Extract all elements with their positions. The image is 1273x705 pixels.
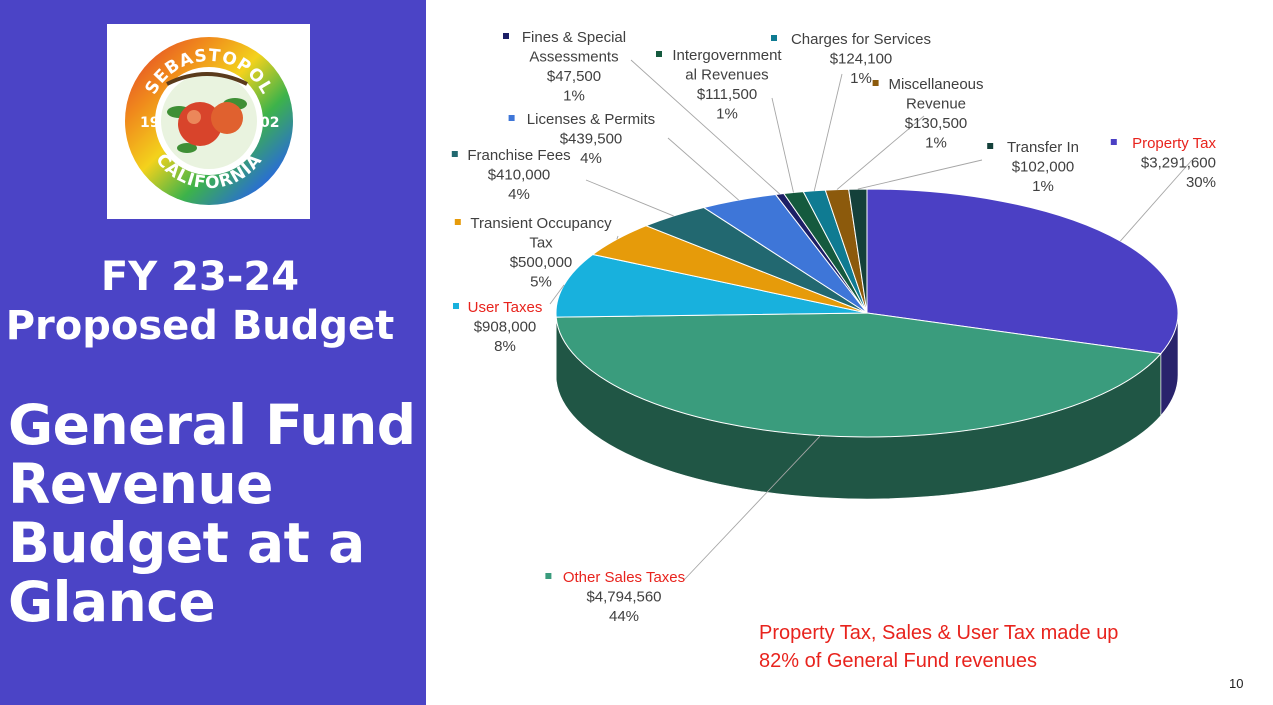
pie-slice xyxy=(555,253,868,318)
slice-label-amount: $124,100 xyxy=(830,51,893,68)
slice-label: Franchise Fees $410,000 4% xyxy=(467,147,570,203)
leader-line xyxy=(683,435,821,581)
pie-slices xyxy=(555,188,1179,438)
leader-line xyxy=(836,115,925,190)
leader-line xyxy=(616,235,619,240)
seal-year-left: 19 xyxy=(140,115,159,131)
pie-slice xyxy=(866,188,1179,355)
slice-label: Other Sales Taxes $4,794,560 44% xyxy=(563,569,685,625)
slice-label-percent: 1% xyxy=(716,106,738,123)
left-panel: SEBASTOPOL CALIFORNIA 19 02 FY 23-24 Pro… xyxy=(0,0,426,705)
slice-label-amount: $111,500 xyxy=(697,86,757,103)
slice-label-amount: $130,500 xyxy=(905,115,968,132)
slice-label-percent: 30% xyxy=(1186,174,1216,191)
leader-line xyxy=(771,97,794,193)
slice-legend-swatch xyxy=(987,143,994,149)
page-title: General Fund Revenue Budget at a Glance xyxy=(8,396,418,632)
slice-legend-swatch xyxy=(656,51,662,57)
slice-legend-swatch xyxy=(503,33,509,39)
leader-line xyxy=(549,284,565,305)
slice-label-percent: 8% xyxy=(494,338,516,355)
slice-label-amount: $3,291,600 xyxy=(1141,155,1216,172)
slice-label-amount: $410,000 xyxy=(488,167,551,184)
page-title-line: Revenue xyxy=(8,452,273,516)
slice-label: Charges for Services $124,100 1% xyxy=(791,31,931,87)
slice-label-name: al Revenues xyxy=(685,67,768,84)
slice-label-name: Licenses & Permits xyxy=(527,111,655,128)
slice-label-percent: 1% xyxy=(1032,178,1054,195)
slice-legend-swatch xyxy=(451,151,458,157)
slice-label-name: Transfer In xyxy=(1007,139,1079,156)
page-title-line: General Fund xyxy=(8,393,416,457)
callout-line2: 82% of General Fund revenues xyxy=(759,650,1037,672)
fy-title-line2: Proposed Budget xyxy=(5,303,395,349)
pie-slice xyxy=(848,188,868,314)
slice-legend-swatch xyxy=(545,573,552,579)
leader-line xyxy=(1120,159,1193,242)
slice-label-percent: 4% xyxy=(508,186,530,203)
slice-label-percent: 1% xyxy=(850,70,872,87)
seal-year-right: 02 xyxy=(260,115,279,131)
slice-label-amount: $102,000 xyxy=(1012,159,1075,176)
leader-line xyxy=(667,137,739,201)
slice-label-name: Revenue xyxy=(906,96,966,113)
slice-labels: Property Tax $3,291,600 30% Other Sales Tax… xyxy=(451,29,1216,625)
slice-label-percent: 1% xyxy=(563,88,585,105)
leader-line xyxy=(813,73,843,191)
slice-label-name: Intergovernment xyxy=(672,47,782,64)
slice-label-name: Transient Occupancy xyxy=(470,215,612,232)
slice-label-percent: 5% xyxy=(530,274,552,291)
slice-label-name: Other Sales Taxes xyxy=(563,569,685,586)
slice-label-name: Miscellaneous xyxy=(888,76,983,93)
slice-label-percent: 4% xyxy=(580,150,602,167)
callout-line1: Property Tax, Sales & User Tax made up xyxy=(759,622,1119,644)
slice-legend-swatch xyxy=(771,35,777,41)
slice-legend-swatch xyxy=(872,80,879,86)
page-title-line: Budget at a xyxy=(8,511,365,575)
leader-line xyxy=(585,179,674,217)
slice-label-name: Property Tax xyxy=(1132,135,1216,152)
slice-label: Intergovernment al Revenues $111,500 1% xyxy=(672,47,782,123)
slice-label-name: Tax xyxy=(529,235,553,252)
slice-label-amount: $908,000 xyxy=(474,319,537,336)
slice-label-name: Assessments xyxy=(529,49,618,66)
page-title-line: Glance xyxy=(8,570,216,634)
slice-label-amount: $439,500 xyxy=(560,131,623,148)
slice-label-name: Fines & Special xyxy=(522,29,626,46)
slice-label-name: User Taxes xyxy=(468,299,543,316)
slice-label-amount: $47,500 xyxy=(547,68,601,85)
fy-title: FY 23-24 Proposed Budget xyxy=(0,253,400,351)
callout-note: Property Tax, Sales & User Tax made up 8… xyxy=(759,619,1239,675)
city-seal-icon: SEBASTOPOL CALIFORNIA 19 02 xyxy=(125,37,293,205)
leader-line xyxy=(857,159,983,190)
slice-label: Fines & Special Assessments $47,500 1% xyxy=(522,29,626,105)
slice-label: Miscellaneous Revenue $130,500 1% xyxy=(888,76,983,152)
slice-label: Property Tax $3,291,600 30% xyxy=(1132,135,1216,191)
revenue-pie-chart: Property Tax $3,291,600 30% Other Sales Tax… xyxy=(451,29,1216,625)
slice-label: Licenses & Permits $439,500 4% xyxy=(527,111,655,167)
slice-legend-swatch xyxy=(454,219,461,225)
city-logo: SEBASTOPOL CALIFORNIA 19 02 xyxy=(107,24,310,219)
slice-label: Transfer In $102,000 1% xyxy=(1007,139,1079,195)
slice-label: User Taxes $908,000 8% xyxy=(468,299,543,355)
slice-label-amount: $4,794,560 xyxy=(586,589,661,606)
slice-label: Transient Occupancy Tax $500,000 5% xyxy=(470,215,612,291)
slice-label-name: Franchise Fees xyxy=(467,147,570,164)
leader-lines xyxy=(549,59,1193,581)
pie-sides xyxy=(555,312,1179,500)
slice-legend-swatch xyxy=(453,303,459,309)
slice-label-percent: 44% xyxy=(609,608,639,625)
slice-label-amount: $500,000 xyxy=(510,254,573,271)
page-number: 10 xyxy=(1229,676,1244,691)
slice-label-percent: 1% xyxy=(925,135,947,152)
slice-label-name: Charges for Services xyxy=(791,31,931,48)
leader-line xyxy=(630,59,780,195)
fy-title-line1: FY 23-24 xyxy=(100,254,300,300)
pie-slice xyxy=(555,312,1162,438)
slice-legend-swatch xyxy=(1110,139,1117,145)
slice-legend-swatch xyxy=(508,115,515,121)
chart-area: Property Tax $3,291,600 30% Other Sales Tax… xyxy=(426,0,1273,705)
